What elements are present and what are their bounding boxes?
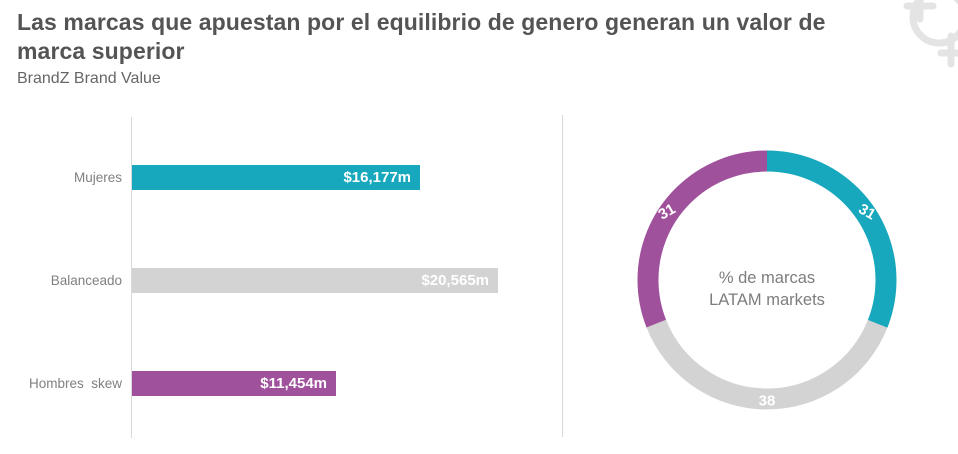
- bar-category-label: Mujeres: [73, 170, 122, 185]
- page-title: Las marcas que apuestan por el equilibri…: [17, 9, 826, 65]
- bar-hombres-skew: $11,454m: [132, 371, 336, 396]
- bar-row-hombres-skew: Hombres skew $11,454m: [0, 371, 560, 396]
- page-subtitle: BrandZ Brand Value: [17, 70, 161, 87]
- gender-symbols-icon: [903, 0, 958, 68]
- bar-value-label: $16,177m: [343, 169, 411, 186]
- donut-segment-value: 38: [758, 392, 776, 410]
- bar-value-label: $20,565m: [421, 272, 489, 289]
- bar-mujeres: $16,177m: [132, 165, 420, 190]
- section-divider-line: [562, 115, 563, 437]
- donut-segment-balanceado: [637, 150, 897, 410]
- bar-row-mujeres: Mujeres $16,177m: [0, 165, 560, 190]
- bar-row-balanceado: Balanceado $20,565m: [0, 268, 560, 293]
- bar-category-label: Balanceado: [50, 273, 122, 288]
- bar-balanceado: $20,565m: [132, 268, 498, 293]
- donut-chart: 31 38 31 % de marcas LATAM markets: [632, 145, 902, 415]
- bar-category-label: Hombres skew: [28, 376, 122, 391]
- donut-segment-hombres: [637, 150, 897, 410]
- bar-value-label: $11,454m: [260, 375, 327, 392]
- donut-center-label: % de marcas LATAM markets: [709, 269, 825, 309]
- y-axis-line: [131, 117, 132, 438]
